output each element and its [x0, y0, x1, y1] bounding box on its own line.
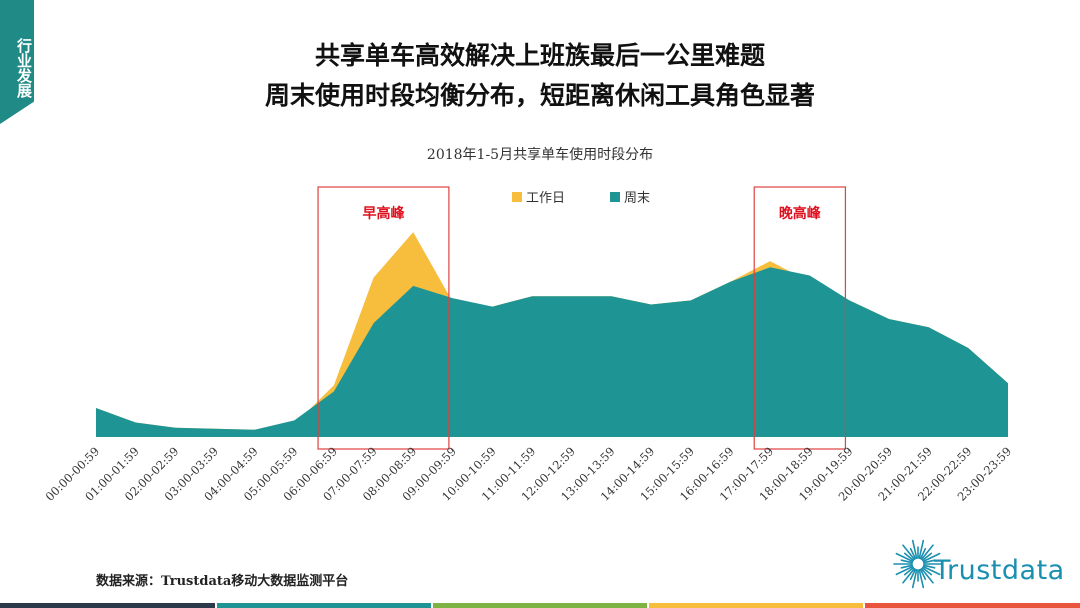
peak-label: 早高峰 [362, 205, 405, 222]
peak-highlight-box [753, 186, 847, 450]
legend-swatch [512, 192, 522, 202]
data-source-note: 数据来源：Trustdata移动大数据监测平台 [96, 574, 349, 589]
bottom-color-bar-5 [865, 603, 1080, 608]
peak-highlight-box [317, 186, 450, 450]
bottom-color-bar-3 [433, 603, 647, 608]
logo-text: Trustdata [934, 555, 1065, 586]
bottom-color-bar-2 [217, 603, 431, 608]
headline-line-2: 周末使用时段均衡分布，短距离休闲工具角色显著 [264, 81, 815, 110]
trustdata-logo-icon [893, 539, 943, 589]
legend-swatch [610, 192, 620, 202]
chart-title: 2018年1-5月共享单车使用时段分布 [426, 147, 654, 163]
legend-label: 工作日 [526, 191, 565, 206]
bottom-color-bar-1 [0, 603, 215, 608]
section-tag: 行业发展 [0, 0, 34, 124]
headline-line-1: 共享单车高效解决上班族最后一公里难题 [314, 41, 765, 70]
legend-label: 周末 [624, 191, 650, 206]
bottom-color-bar-4 [649, 603, 863, 608]
series-area-weekend [96, 267, 1008, 437]
peak-label: 晚高峰 [779, 205, 822, 222]
